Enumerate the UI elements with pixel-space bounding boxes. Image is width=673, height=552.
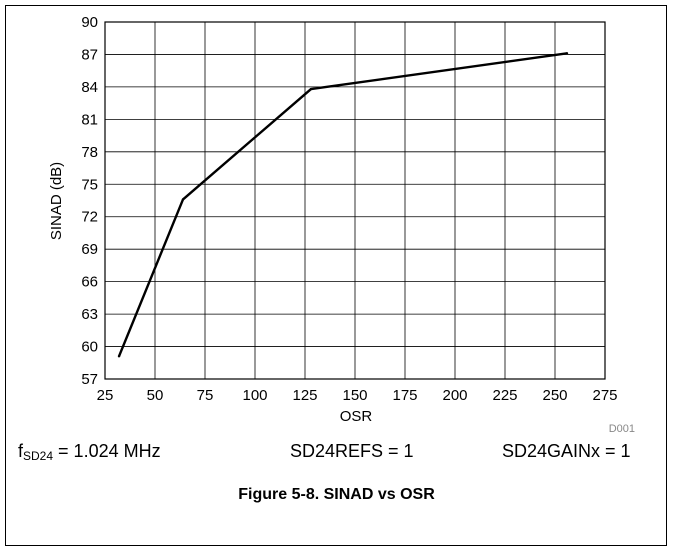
x-tick-label: 150 [342,387,367,404]
x-tick-label: 75 [197,387,214,404]
y-tick-label: 66 [81,274,98,291]
y-tick-label: 57 [81,371,98,388]
figure-caption: Figure 5-8. SINAD vs OSR [238,486,435,503]
sinad-vs-osr-chart: 25 50 75 100 125 150 175 200 225 250 275 57 60 63 66 6… [48,14,635,435]
data-point [117,355,121,358]
y-tick-label: 63 [81,306,98,323]
x-tick-labels: 25 50 75 100 125 150 175 200 225 250 275 [97,387,618,404]
figure-frame [5,5,667,546]
x-tick-label: 100 [242,387,267,404]
data-point [181,198,185,201]
series-line [117,52,568,357]
frequency-subscript: SD24 [23,449,54,463]
y-tick-label: 69 [81,241,98,258]
frequency-value: = 1.024 MHz [53,441,161,461]
grid [104,21,606,380]
y-tick-label: 81 [81,111,98,128]
x-tick-label: 25 [97,387,114,404]
data-point [565,52,569,55]
x-axis-label: OSR [340,408,373,425]
data-point [309,87,313,91]
x-tick-label: 275 [592,387,617,404]
x-tick-label: 225 [492,387,517,404]
refs-condition: SD24REFS = 1 [290,441,414,461]
y-axis-label: SINAD (dB) [48,162,65,240]
x-tick-label: 50 [147,387,164,404]
frequency-symbol: f [18,441,24,461]
y-tick-label: 60 [81,339,98,356]
y-tick-label: 72 [81,209,98,226]
x-tick-label: 250 [542,387,567,404]
figure-id-annotation: D001 [609,423,635,435]
y-tick-label: 75 [81,176,98,193]
gain-condition: SD24GAINx = 1 [502,441,631,461]
plot-area-border [104,21,606,380]
series-group [117,52,569,358]
frequency-condition: fSD24 = 1.024 MHz [18,441,161,463]
y-tick-labels: 57 60 63 66 69 72 75 78 81 84 87 90 [81,14,98,388]
x-tick-label: 175 [392,387,417,404]
y-tick-label: 84 [81,79,98,96]
y-tick-label: 87 [81,46,98,63]
x-tick-label: 125 [292,387,317,404]
x-tick-label: 200 [442,387,467,404]
y-tick-label: 78 [81,144,98,161]
y-tick-label: 90 [81,14,98,31]
